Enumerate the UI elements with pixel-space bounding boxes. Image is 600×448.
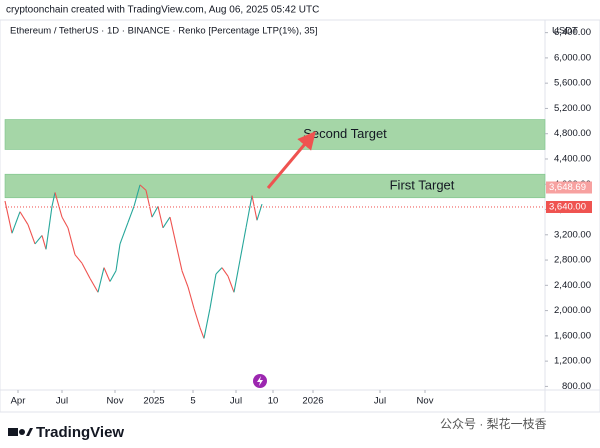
x-tick-label: Jul <box>374 396 386 407</box>
arrow <box>266 131 316 189</box>
y-tick-label: 5,600.00 <box>554 78 591 89</box>
renko-segment <box>67 227 76 255</box>
x-tick-label: Jul <box>230 396 242 407</box>
x-tick-label: Jul <box>56 396 68 407</box>
renko-segment <box>187 286 195 309</box>
renko-segment <box>11 211 21 234</box>
renko-segment <box>169 216 177 245</box>
renko-segment <box>233 259 241 293</box>
x-tick-label: 5 <box>190 396 195 407</box>
price-label-box <box>546 181 592 194</box>
y-tick-label: 5,200.00 <box>554 103 591 114</box>
logo-mark <box>8 428 33 436</box>
source: cryptoonchain created with TradingView.c… <box>6 5 319 16</box>
renko-segment <box>139 184 147 191</box>
renko-segment <box>145 190 153 218</box>
renko-segment <box>193 308 201 328</box>
target-zone <box>4 173 546 199</box>
chart-title: Ethereum / TetherUS · 1D · BINANCE · Ren… <box>10 26 317 37</box>
renko-segment <box>151 206 159 218</box>
renko-segment <box>245 195 253 228</box>
y-tick-label: 4,400.00 <box>554 153 591 164</box>
renko-segment <box>51 192 56 207</box>
renko-segment <box>251 195 258 221</box>
renko-segment <box>199 327 205 339</box>
logo: TradingView <box>36 424 124 441</box>
renko-segment <box>61 216 69 229</box>
y-tick-label: 2,400.00 <box>554 280 591 291</box>
renko-segment <box>119 222 129 245</box>
renko-segment <box>97 267 105 293</box>
y-tick-label: 3,200.00 <box>554 229 591 240</box>
x-tick-label: 10 <box>268 396 279 407</box>
renko-segment <box>209 273 217 309</box>
renko-segment <box>239 227 247 261</box>
event-icon <box>257 376 263 386</box>
renko-segment <box>115 243 121 271</box>
y-tick-label: 1,600.00 <box>554 330 591 341</box>
panel <box>0 19 600 413</box>
x-tick-label: Nov <box>107 396 124 407</box>
renko-segment <box>89 278 99 293</box>
renko-segment <box>19 211 29 225</box>
y-axis-label: USDT <box>552 26 578 37</box>
renko-segment <box>45 206 53 250</box>
renko-segment <box>175 243 183 271</box>
renko-segment <box>256 203 263 221</box>
renko-segment <box>215 267 223 275</box>
renko-segment <box>27 224 36 245</box>
y-tick-label: 4,800.00 <box>554 128 591 139</box>
y-tick-label: 2,000.00 <box>554 305 591 316</box>
renko-segment <box>81 262 91 279</box>
target-zone <box>4 119 546 150</box>
renko-segment <box>162 216 171 229</box>
renko-segment <box>4 200 13 234</box>
renko-segment <box>227 275 235 293</box>
price-label: 3,640.00 <box>549 202 586 213</box>
y-tick-label: 6,000.00 <box>554 52 591 63</box>
renko-segment <box>221 267 229 277</box>
renko-segment <box>54 192 63 218</box>
renko-segment <box>181 270 189 288</box>
price-label: 3,648.69 <box>549 182 586 193</box>
renko-segment <box>127 206 135 223</box>
renko-segment <box>133 184 141 207</box>
x-tick-label: 2026 <box>302 396 323 407</box>
renko-segment <box>157 206 164 228</box>
zone-label: Second Target <box>303 126 387 141</box>
watermark: 公众号 · 梨花一枝香 <box>440 416 547 431</box>
renko-segment <box>41 235 47 250</box>
y-tick-label: 800.00 <box>562 381 591 392</box>
renko-segment <box>103 267 111 282</box>
x-tick-label: Nov <box>417 396 434 407</box>
y-tick-label: 2,800.00 <box>554 255 591 266</box>
y-tick-label: 1,200.00 <box>554 356 591 367</box>
renko-segment <box>34 235 43 245</box>
renko-segment <box>109 270 117 282</box>
renko-segment <box>74 254 83 264</box>
x-tick-label: Apr <box>11 396 26 407</box>
x-tick-label: 2025 <box>143 396 164 407</box>
renko-segment <box>203 308 211 339</box>
y-tick-label: 6,400.00 <box>554 27 591 38</box>
zone-label: First Target <box>390 177 455 192</box>
price-label-box <box>546 200 592 213</box>
